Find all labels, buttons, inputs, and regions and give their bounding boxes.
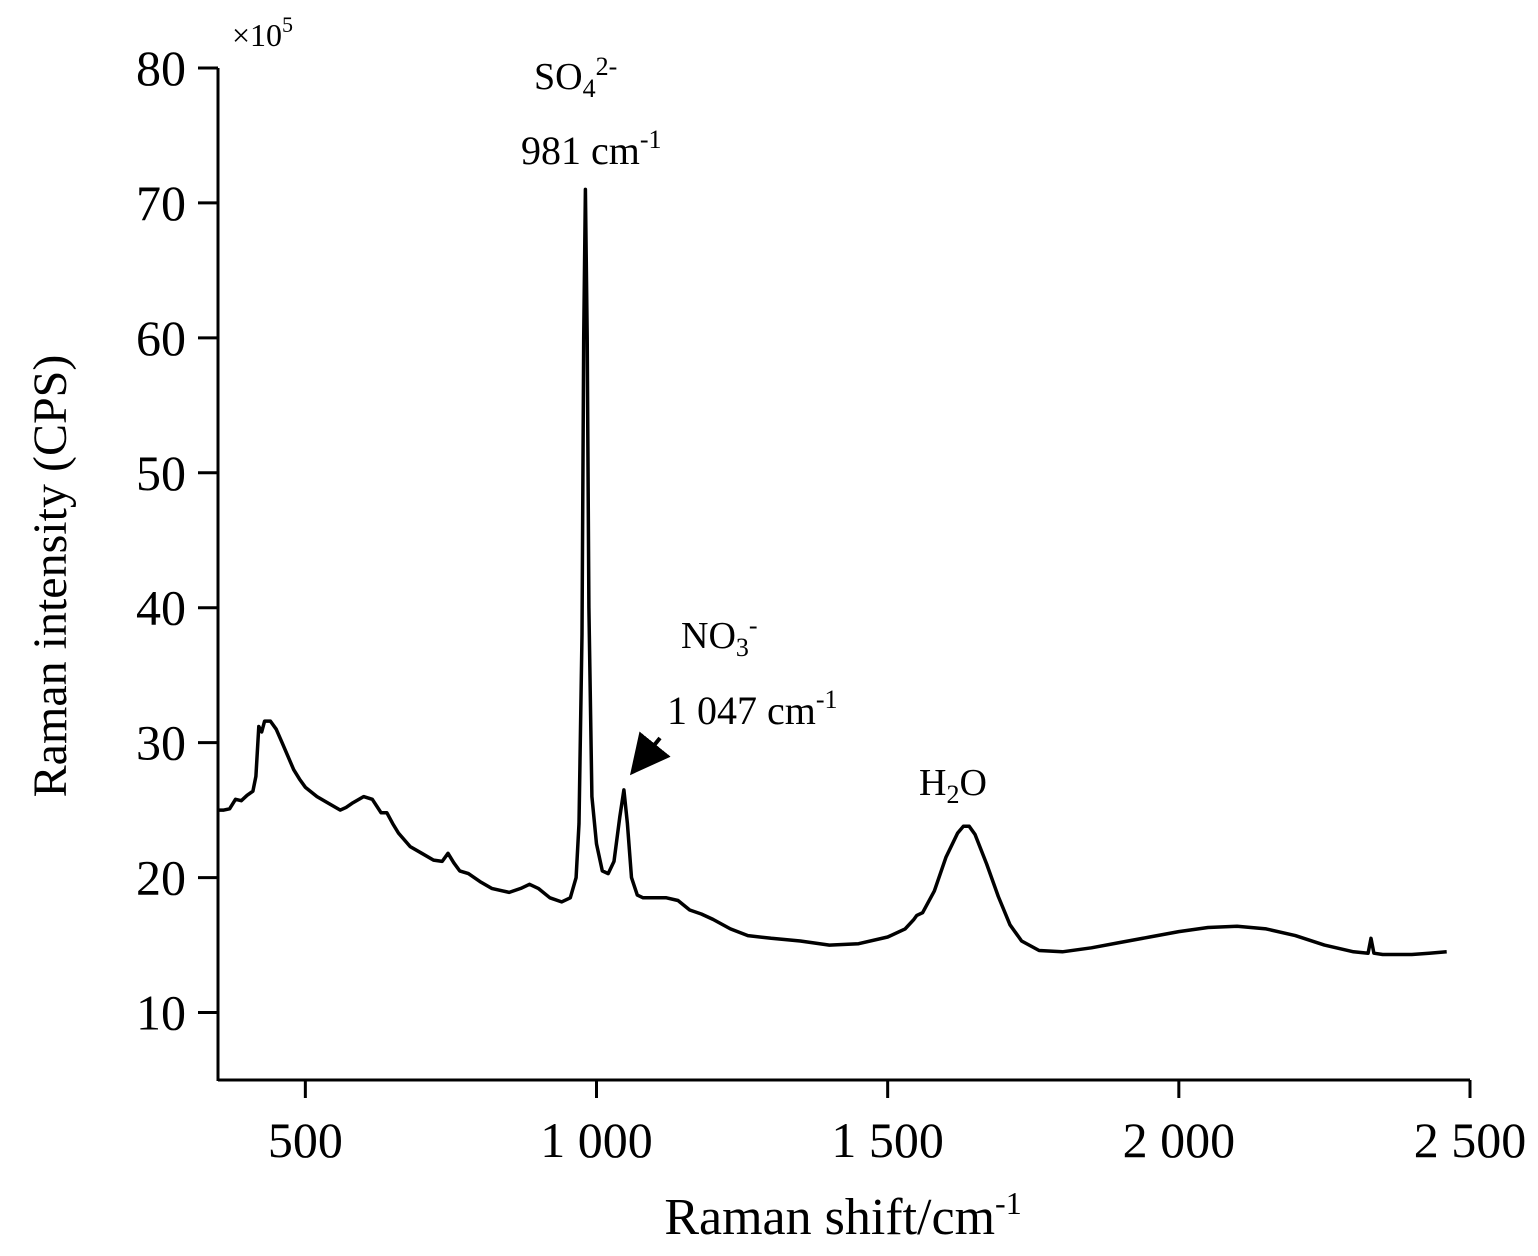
x-axis-title-superscript: -1 [995,1185,1022,1221]
y-multiplier-exponent: 5 [282,12,293,37]
annotation-nitrate-subscript: 3 [736,633,749,662]
y-tick-label: 70 [136,175,186,231]
x-tick-label: 1 000 [540,1112,653,1168]
y-tick-label: 50 [136,445,186,501]
annotation-sulfate-subscript: 4 [583,74,596,103]
annotation-nitrate-position: 1 047 cm-1 [667,685,838,733]
x-tick-label: 2 500 [1414,1112,1527,1168]
annotation-nitrate-position-superscript: -1 [816,685,838,714]
axes [216,68,1470,1082]
x-ticks: 500 1 000 1 500 2 000 2 500 [268,1080,1526,1168]
annotation-sulfate-position-text: 981 cm [521,128,640,173]
annotation-nitrate-superscript: - [749,611,758,640]
spectrum-line [218,187,1447,957]
annotation-water-base: H [919,762,946,804]
annotation-sulfate-superscript: 2- [596,52,618,81]
annotation-nitrate-position-text: 1 047 cm [667,688,816,733]
x-tick-label: 500 [268,1112,343,1168]
y-tick-label: 80 [136,40,186,96]
x-axis-title: Raman shift/cm-1 [664,1185,1021,1246]
y-multiplier-base: ×10 [232,17,282,53]
y-tick-label: 60 [136,310,186,366]
x-tick-label: 2 000 [1123,1112,1236,1168]
x-axis-title-text: Raman shift/cm [664,1189,995,1246]
y-multiplier-label: ×105 [232,12,293,53]
y-tick-label: 30 [136,715,186,771]
annotation-sulfate: SO42- [534,52,617,103]
x-tick-label: 1 500 [831,1112,944,1168]
y-ticks: 10 20 30 40 50 60 70 80 [136,40,218,1041]
y-tick-label: 20 [136,850,186,906]
y-tick-label: 10 [136,985,186,1041]
annotation-nitrate-base: NO [681,615,736,657]
annotation-water-tail: O [959,762,986,804]
annotation-nitrate-arrow [629,731,671,776]
y-tick-label: 40 [136,580,186,636]
annotation-nitrate: NO3- [681,611,758,662]
annotation-sulfate-position: 981 cm-1 [521,125,662,173]
y-axis-title: Raman intensity (CPS) [24,355,77,798]
annotation-sulfate-base: SO [534,56,583,98]
annotation-water-subscript: 2 [946,780,959,809]
annotations: SO42- 981 cm-1 NO3- 1 047 cm-1 H2O [521,52,987,809]
annotation-water: H2O [919,762,987,809]
annotation-sulfate-position-superscript: -1 [640,125,662,154]
